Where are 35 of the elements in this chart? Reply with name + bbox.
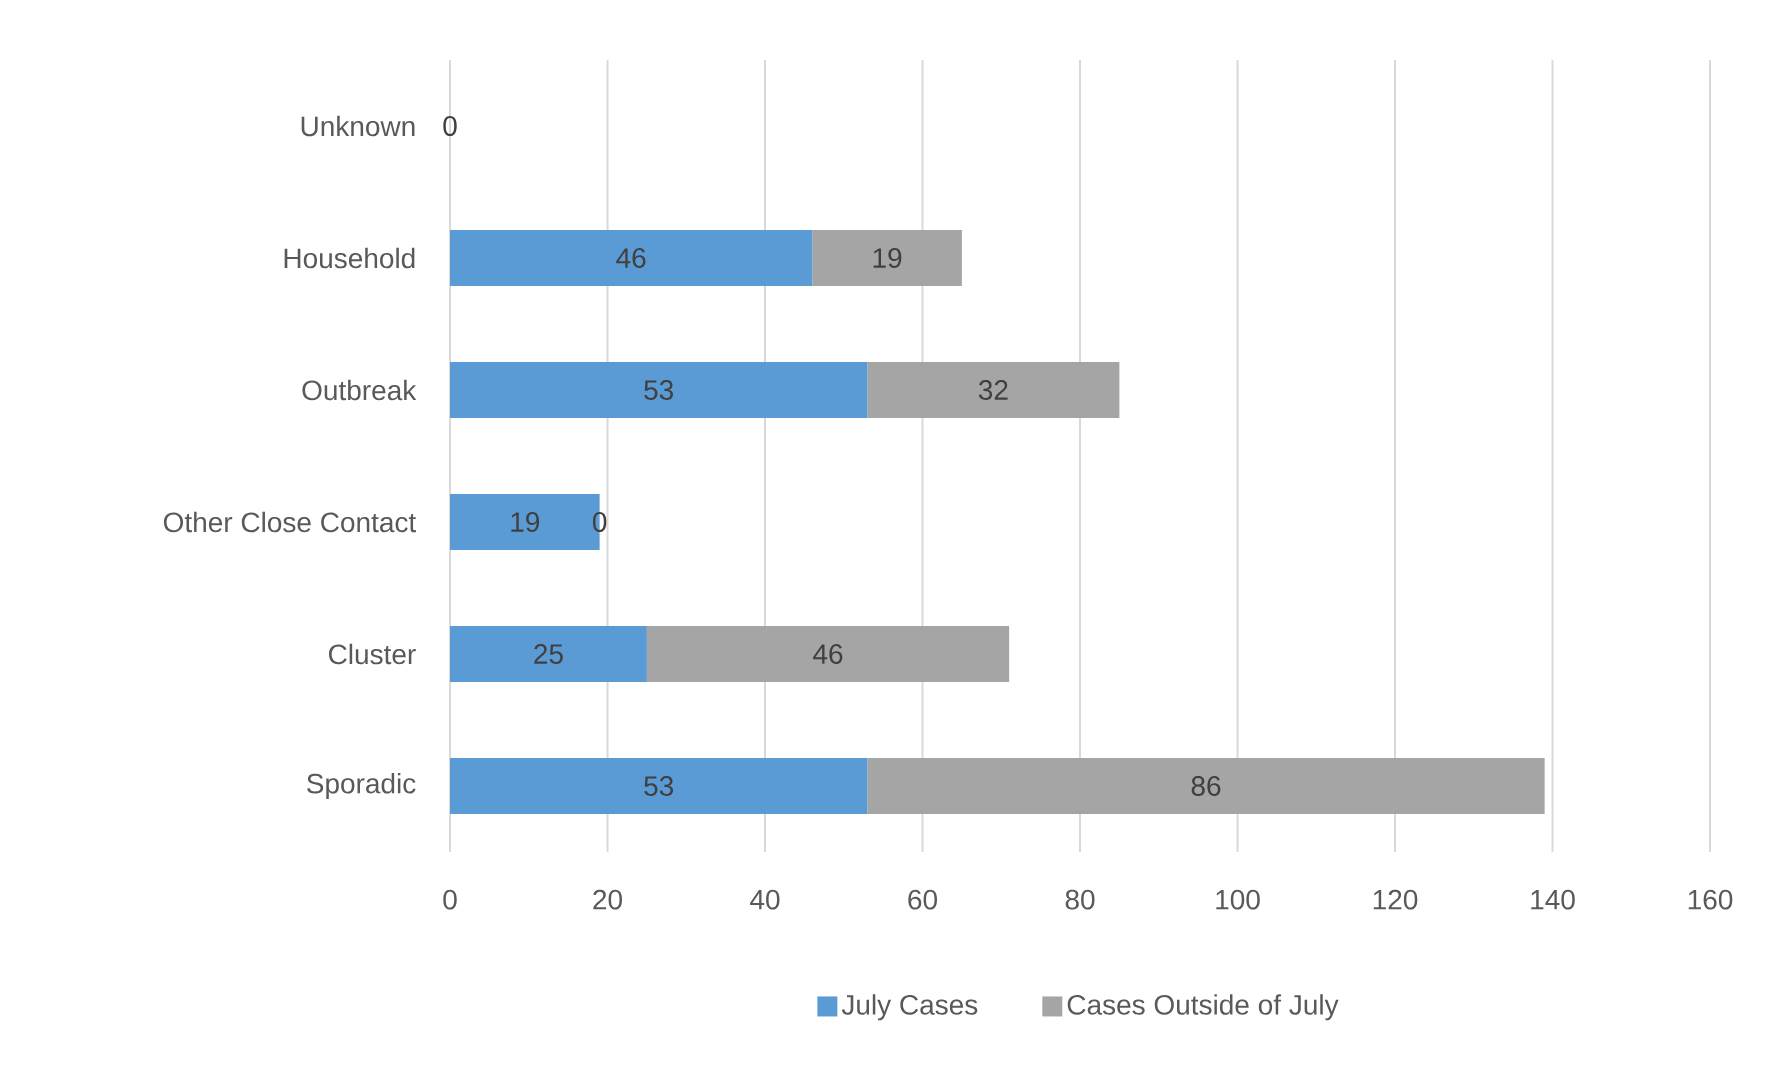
bar — [450, 758, 868, 815]
y-tick-label: Cluster — [328, 643, 416, 665]
data-label: 86 — [1191, 776, 1221, 796]
data-label: 46 — [616, 248, 646, 268]
x-tick-label: 120 — [1373, 889, 1418, 910]
data-label: 0 — [443, 116, 457, 136]
bar — [450, 626, 647, 683]
bar — [867, 758, 1545, 815]
x-tick-label: 140 — [1531, 889, 1575, 910]
y-tick-label: Sporadic — [307, 772, 416, 800]
legend-label: July Cases — [841, 994, 978, 1021]
data-label: 53 — [644, 776, 674, 796]
data-label: 19 — [873, 248, 902, 268]
legend-label: Cases Outside of July — [1067, 994, 1339, 1021]
bar — [450, 230, 813, 287]
y-tick-label: Outbreak — [302, 379, 417, 401]
data-label: 19 — [511, 512, 540, 532]
x-tick-label: 40 — [750, 889, 780, 910]
y-tick-label: Other Close Contact — [163, 511, 417, 533]
data-label: 53 — [644, 380, 674, 400]
x-tick-label: 60 — [908, 889, 937, 910]
bar — [450, 362, 868, 419]
x-tick-label: 160 — [1688, 889, 1733, 910]
bar — [867, 362, 1120, 419]
y-tick-label: Household — [284, 247, 415, 269]
x-tick-label: 100 — [1216, 889, 1260, 910]
x-tick-label: 20 — [593, 889, 622, 910]
bar — [646, 626, 1010, 683]
data-label: 32 — [978, 380, 1008, 400]
x-tick-label: 0 — [443, 889, 457, 910]
data-label: 25 — [534, 644, 563, 664]
data-label: 46 — [813, 644, 843, 664]
y-tick-label: Unknown — [301, 115, 415, 137]
bar — [812, 230, 962, 287]
x-tick-label: 80 — [1065, 889, 1095, 910]
